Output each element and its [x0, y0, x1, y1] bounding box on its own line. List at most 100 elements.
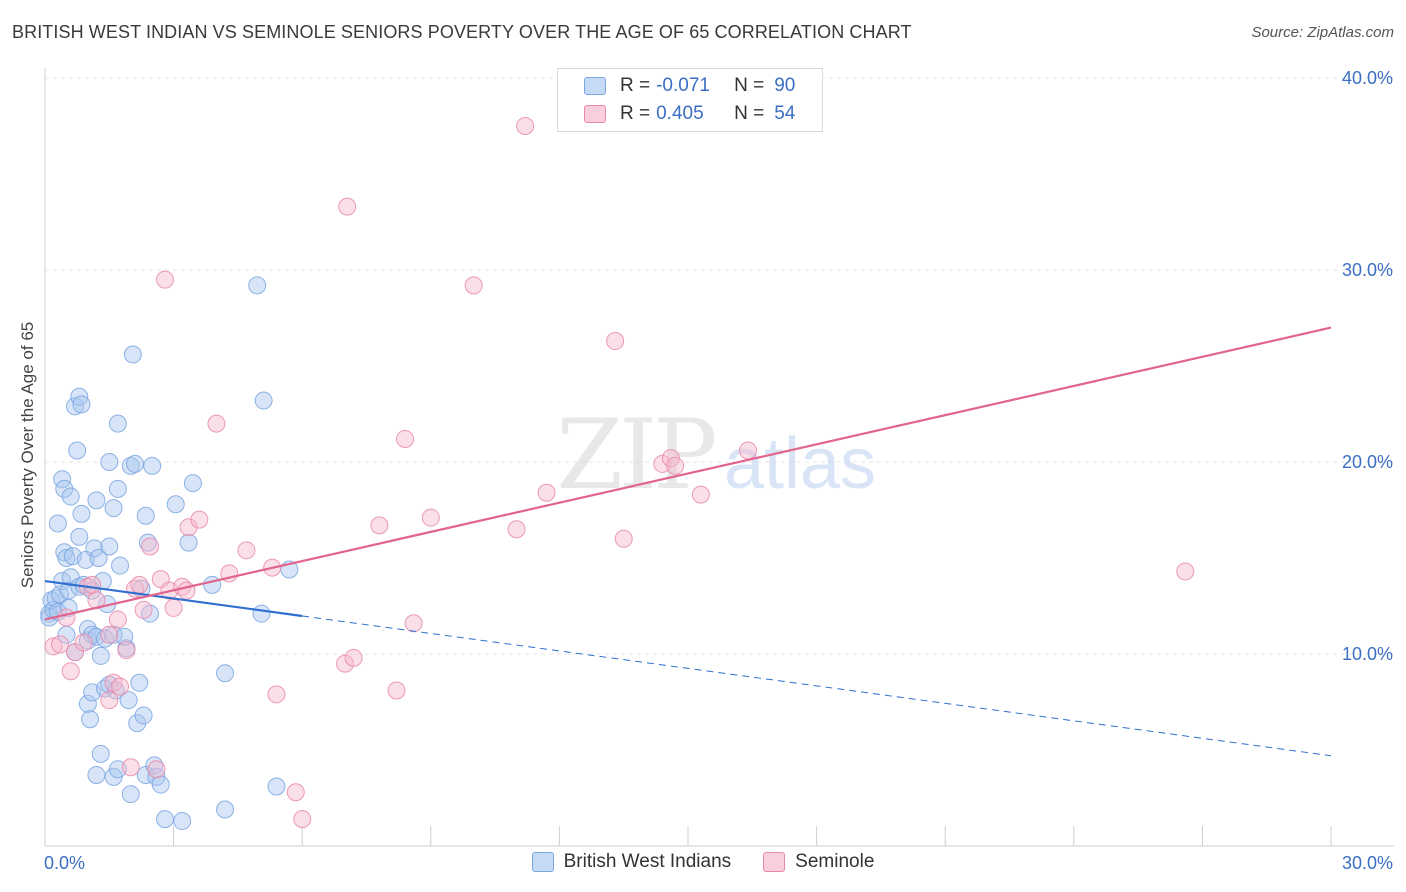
- x-tick-label: 30.0%: [1342, 853, 1393, 873]
- data-point: [143, 456, 162, 475]
- data-point: [166, 495, 185, 514]
- legend-r-label: R =: [620, 75, 651, 96]
- data-point: [100, 537, 119, 556]
- data-point: [100, 625, 119, 644]
- data-point: [121, 758, 140, 777]
- data-point: [100, 453, 119, 471]
- data-point: [216, 800, 235, 819]
- data-point: [177, 581, 196, 600]
- data-point: [91, 744, 110, 763]
- data-point: [81, 710, 100, 729]
- legend-n-label: N =: [734, 103, 765, 124]
- trend-line-british-west-indians-projection: [302, 615, 1332, 757]
- trend-line-british-west-indians: [44, 579, 303, 618]
- data-point: [115, 627, 134, 646]
- data-point: [404, 614, 423, 633]
- data-point: [108, 610, 127, 629]
- data-point: [123, 345, 142, 364]
- watermark: ZIP atlas: [556, 399, 876, 511]
- data-point: [53, 572, 72, 591]
- data-point: [87, 491, 106, 510]
- legend-label: British West Indians: [563, 851, 732, 872]
- tick-labels: 10.0% 20.0% 30.0% 40.0% 0.0% 30.0%: [44, 68, 1393, 873]
- data-point: [464, 276, 483, 295]
- data-point: [164, 598, 183, 617]
- series-legend: British West Indians Seminole: [0, 851, 1406, 873]
- data-point: [55, 479, 74, 498]
- legend-swatch-pink: [763, 852, 786, 872]
- data-point: [72, 395, 91, 414]
- data-point: [61, 662, 80, 681]
- series-seminole: [44, 117, 1195, 829]
- source-label: Source: ZipAtlas.com: [1251, 24, 1394, 41]
- data-point: [117, 641, 136, 660]
- data-point: [61, 487, 80, 506]
- data-point: [267, 777, 286, 796]
- data-point: [57, 608, 76, 627]
- data-point: [267, 685, 286, 704]
- data-point: [537, 483, 556, 502]
- data-point: [190, 510, 209, 529]
- data-point: [104, 499, 123, 518]
- data-point: [421, 508, 440, 527]
- data-point: [66, 397, 85, 416]
- data-point: [136, 506, 155, 525]
- trend-lines: [44, 326, 1332, 757]
- data-point: [286, 783, 305, 802]
- legend-item-british-west-indians: British West Indians: [531, 851, 732, 873]
- legend-n-label: N =: [734, 75, 765, 96]
- data-point: [100, 691, 119, 710]
- data-point: [606, 332, 625, 351]
- data-point: [134, 706, 153, 725]
- correlation-legend: R = -0.071 N = 90 R = 0.405 N = 54: [557, 68, 823, 132]
- y-tick-label: 40.0%: [1342, 68, 1393, 88]
- data-point: [111, 556, 130, 575]
- data-point: [237, 541, 256, 560]
- data-point: [370, 516, 389, 535]
- data-point: [85, 539, 104, 558]
- legend-r-label: R =: [620, 103, 651, 124]
- data-point: [74, 633, 93, 652]
- data-point: [516, 117, 535, 135]
- data-point: [78, 694, 97, 713]
- legend-n-value: 90: [774, 75, 796, 96]
- legend-n-value: 54: [774, 103, 796, 124]
- data-point: [183, 474, 202, 493]
- legend-swatch-blue: [531, 852, 554, 872]
- y-tick-label: 20.0%: [1342, 452, 1393, 472]
- data-point: [91, 646, 110, 665]
- data-point: [128, 714, 147, 733]
- axes: [44, 68, 1394, 847]
- legend-swatch-pink: [584, 105, 606, 123]
- data-point: [147, 760, 166, 779]
- series-british-west-indians: [40, 276, 299, 831]
- data-point: [108, 414, 127, 433]
- data-point: [207, 414, 226, 433]
- data-point: [338, 197, 357, 216]
- data-point: [134, 600, 153, 619]
- data-point: [203, 575, 222, 594]
- data-point: [179, 518, 198, 537]
- data-point: [248, 276, 267, 295]
- data-point: [344, 648, 363, 667]
- legend-r-value: 0.405: [656, 103, 704, 124]
- data-point: [739, 441, 758, 460]
- data-point: [151, 775, 170, 794]
- data-point: [44, 637, 63, 656]
- data-point: [252, 604, 271, 623]
- data-point: [173, 812, 192, 831]
- data-point: [141, 537, 160, 556]
- data-point: [254, 391, 273, 410]
- data-point: [293, 810, 312, 829]
- data-point: [51, 585, 70, 604]
- data-point: [51, 635, 70, 654]
- data-point: [179, 533, 198, 552]
- data-point: [216, 664, 235, 683]
- legend-row-pink: R = 0.405 N = 54: [584, 102, 795, 126]
- watermark-zip: ZIP: [556, 399, 715, 511]
- data-point: [396, 429, 415, 448]
- data-point: [48, 514, 67, 533]
- data-point: [336, 654, 355, 673]
- data-point: [1176, 562, 1195, 581]
- data-point: [130, 575, 149, 594]
